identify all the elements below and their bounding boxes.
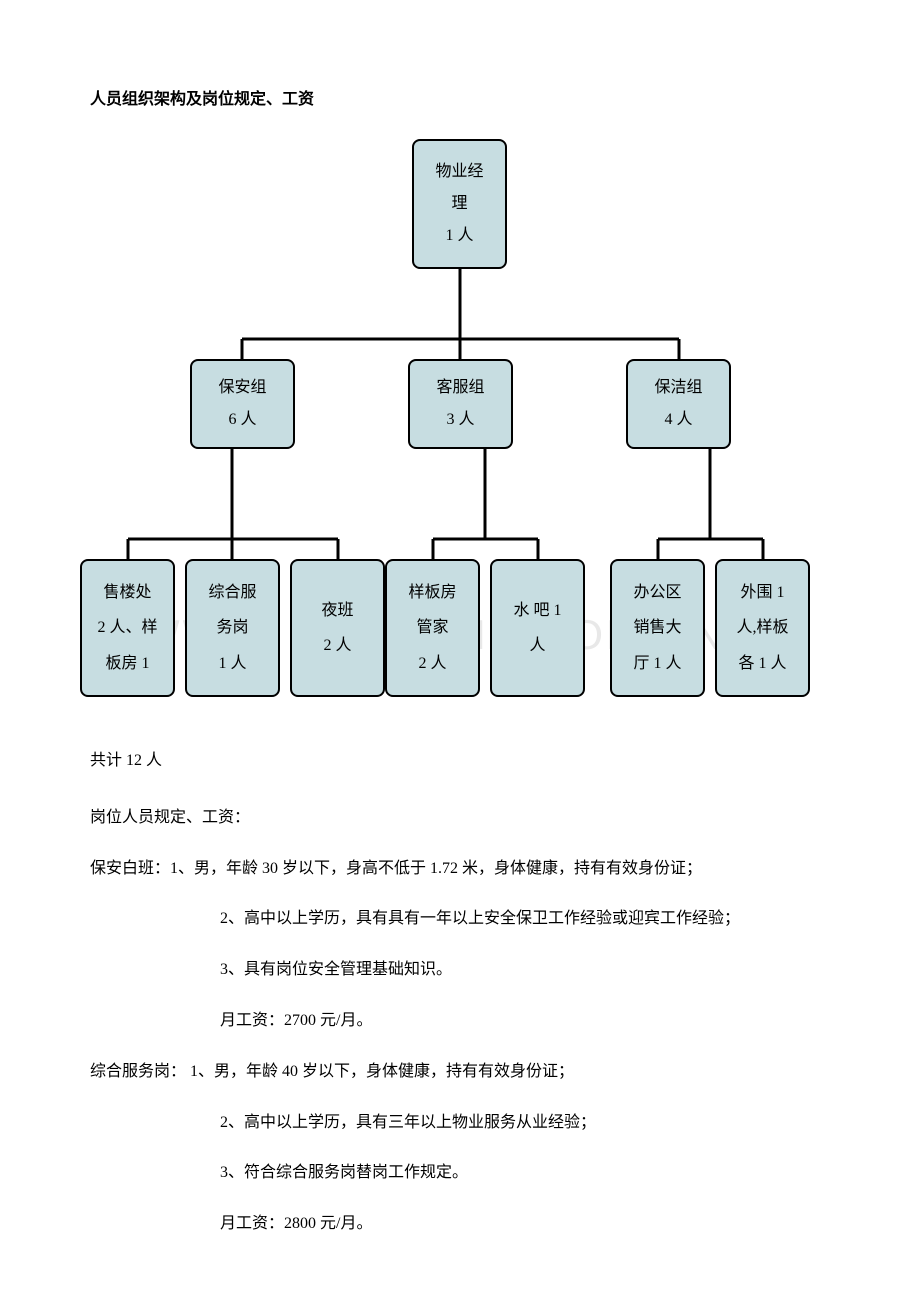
node-text: 保安组 — [218, 372, 266, 404]
node-text: 3 人 — [446, 404, 474, 436]
node-leaf: 样板房 管家 2 人 — [385, 559, 480, 697]
node-text: 销售大 — [633, 610, 681, 645]
node-text: 6 人 — [228, 404, 256, 436]
node-text: 2 人 — [323, 628, 351, 663]
node-cleaning-group: 保洁组 4 人 — [626, 359, 731, 449]
node-text: 厅 1 人 — [633, 646, 681, 681]
node-text: 2 人、样 — [97, 610, 157, 645]
job2-salary: 月工资：2800 元/月。 — [90, 1202, 830, 1247]
node-text: 外围 1 — [740, 575, 784, 610]
node-text: 夜班 — [321, 593, 353, 628]
node-text: 人,样板 — [736, 610, 788, 645]
node-text: 4 人 — [664, 404, 692, 436]
node-leaf: 综合服 务岗 1 人 — [185, 559, 280, 697]
node-text: 管家 — [416, 610, 448, 645]
node-text: 板房 1 — [105, 646, 149, 681]
node-text: 水 吧 1 — [513, 593, 561, 628]
job1-line2: 2、高中以上学历，具有具有一年以上安全保卫工作经验或迎宾工作经验； — [90, 897, 830, 942]
node-text: 1 人 — [445, 220, 473, 252]
node-text: 各 1 人 — [738, 646, 786, 681]
node-text: 保洁组 — [654, 372, 702, 404]
text-section: 共计 12 人 岗位人员规定、工资： 保安白班：1、男，年龄 30 岁以下，身高… — [90, 739, 830, 1247]
node-text: 2 人 — [418, 646, 446, 681]
node-text: 物业经 — [435, 156, 483, 188]
node-root: 物业经 理 1 人 — [412, 139, 507, 269]
node-text: 客服组 — [436, 372, 484, 404]
node-text: 理 — [451, 188, 467, 220]
node-leaf: 办公区 销售大 厅 1 人 — [610, 559, 705, 697]
total-count: 共计 12 人 — [90, 739, 830, 784]
job2-line3: 3、符合综合服务岗替岗工作规定。 — [90, 1151, 830, 1196]
node-text: 综合服 — [208, 575, 256, 610]
node-leaf: 外围 1 人,样板 各 1 人 — [715, 559, 810, 697]
org-chart: WWW ZIXIN.COM.CN 物业经 理 1 人 保安组 6 人 客服组 3… — [90, 139, 830, 699]
node-security-group: 保安组 6 人 — [190, 359, 295, 449]
node-text: 1 人 — [218, 646, 246, 681]
section-header: 岗位人员规定、工资： — [90, 796, 830, 841]
job1-line3: 3、具有岗位安全管理基础知识。 — [90, 948, 830, 993]
job1-line1: 保安白班：1、男，年龄 30 岁以下，身高不低于 1.72 米，身体健康，持有有… — [90, 847, 830, 892]
node-text: 办公区 — [633, 575, 681, 610]
page-title: 人员组织架构及岗位规定、工资 — [90, 85, 830, 109]
node-leaf: 水 吧 1 人 — [490, 559, 585, 697]
node-leaf: 售楼处 2 人、样 板房 1 — [80, 559, 175, 697]
job2-line2: 2、高中以上学历，具有三年以上物业服务从业经验； — [90, 1101, 830, 1146]
node-text: 人 — [529, 628, 545, 663]
job1-salary: 月工资：2700 元/月。 — [90, 999, 830, 1044]
node-service-group: 客服组 3 人 — [408, 359, 513, 449]
node-text: 样板房 — [408, 575, 456, 610]
node-text: 售楼处 — [103, 575, 151, 610]
node-text: 务岗 — [216, 610, 248, 645]
job2-line1: 综合服务岗： 1、男，年龄 40 岁以下，身体健康，持有有效身份证； — [90, 1050, 830, 1095]
node-leaf: 夜班 2 人 — [290, 559, 385, 697]
